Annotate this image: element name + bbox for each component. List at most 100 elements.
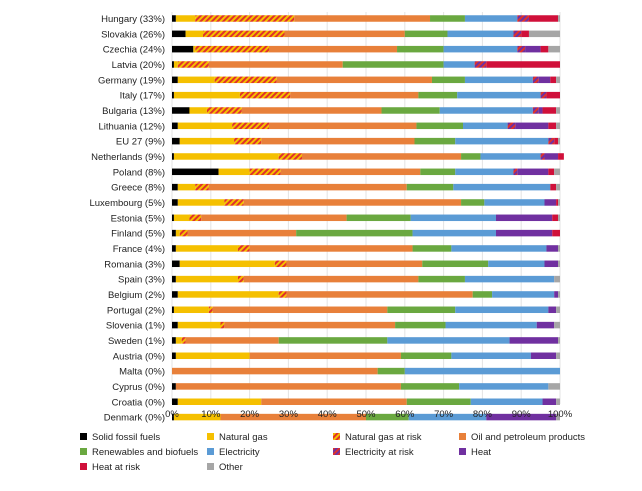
bar-oil-and-petroleum-products (294, 15, 431, 22)
bar-other (558, 137, 560, 145)
bar-natural-gas-at-risk (234, 137, 262, 145)
bar-natural-gas (179, 137, 235, 145)
bar-oil-and-petroleum-products (301, 153, 462, 160)
bar-oil-and-petroleum-products (261, 137, 415, 145)
bar-natural-gas-at-risk (237, 275, 244, 283)
bar-heat (536, 321, 555, 329)
bar-renewables-and-biofuels (420, 168, 456, 176)
bar-solid-fossil-fuels (172, 91, 174, 99)
bar-solid-fossil-fuels (172, 260, 180, 268)
bar-electricity-at-risk (540, 153, 545, 160)
bar-oil-and-petroleum-products (201, 214, 347, 222)
bar-electricity-at-risk (517, 45, 526, 53)
bar-natural-gas-at-risk (195, 45, 269, 53)
bar-heat-at-risk (546, 91, 560, 99)
bar-natural-gas (177, 76, 215, 84)
category-label: Netherlands (9%) (91, 152, 165, 163)
category-label: Belgium (2%) (108, 290, 165, 301)
legend-label: Solid fossil fuels (92, 432, 160, 443)
bar-natural-gas (185, 30, 204, 38)
legend-label: Electricity at risk (345, 447, 414, 458)
bar-other (558, 245, 560, 252)
gridlines (171, 12, 561, 404)
bars (172, 15, 564, 421)
bar-other (558, 337, 560, 344)
category-label: Malta (0%) (119, 367, 165, 378)
bar-oil-and-petroleum-products (286, 291, 473, 298)
bar-oil-and-petroleum-products (261, 398, 407, 405)
bar-other (554, 321, 560, 329)
legend-label: Heat at risk (92, 462, 140, 473)
bar-electricity (412, 229, 496, 237)
category-label: Sweden (1%) (108, 336, 165, 347)
bar-solid-fossil-fuels (172, 122, 178, 130)
category-label: Latvia (20%) (112, 60, 165, 71)
bar-renewables-and-biofuels (406, 183, 454, 191)
bar-heat (495, 229, 553, 237)
bar-solid-fossil-fuels (172, 153, 174, 160)
legend-label: Electricity (219, 447, 260, 458)
bar-renewables-and-biofuels (395, 321, 446, 329)
bar-renewables-and-biofuels (461, 199, 485, 206)
bar-electricity-at-risk (507, 122, 516, 130)
bar-solid-fossil-fuels (172, 30, 186, 38)
legend-label: Natural gas (219, 432, 268, 443)
bar-heat-at-risk (550, 183, 557, 191)
category-label: Slovakia (26%) (101, 29, 165, 40)
legend-swatch-electricity (207, 448, 214, 455)
bar-electricity (447, 30, 514, 38)
bar-natural-gas (177, 183, 196, 191)
bar-natural-gas-at-risk (249, 168, 281, 176)
bar-natural-gas-at-risk (232, 122, 269, 130)
bar-electricity-at-risk (532, 107, 539, 114)
bar-electricity (443, 61, 475, 68)
bar-natural-gas-at-risk (239, 91, 291, 99)
legend-swatch-oil-and-petroleum-products (459, 433, 466, 440)
x-tick-label: 60% (395, 409, 415, 420)
bar-heat-at-risk (548, 168, 555, 176)
bar-oil-and-petroleum-products (185, 337, 279, 344)
bar-solid-fossil-fuels (172, 352, 176, 360)
bar-heat (542, 398, 557, 405)
bar-oil-and-petroleum-products (208, 183, 407, 191)
category-label: Bulgaria (13%) (102, 106, 165, 117)
bar-electricity (484, 199, 545, 206)
bar-renewables-and-biofuels (342, 61, 444, 68)
bar-electricity-at-risk (548, 137, 555, 145)
category-label: Portugal (2%) (107, 305, 165, 316)
bar-electricity (451, 245, 547, 252)
bar-heat-at-risk (540, 45, 549, 53)
bar-electricity (387, 337, 510, 344)
bar-oil-and-petroleum-products (220, 413, 366, 421)
bar-heat (538, 107, 543, 114)
bar-electricity-at-risk (517, 15, 529, 22)
bar-oil-and-petroleum-products (269, 45, 398, 53)
bar-oil-and-petroleum-products (269, 122, 417, 130)
category-label: Finland (5%) (111, 229, 165, 240)
category-label: Poland (8%) (113, 167, 165, 178)
bar-natural-gas (175, 352, 250, 360)
x-tick-label: 50% (356, 409, 376, 420)
bar-electricity-at-risk (513, 30, 522, 38)
bar-natural-gas (179, 260, 275, 268)
legend-label: Oil and petroleum products (471, 432, 585, 443)
category-label: Greece (8%) (111, 183, 165, 194)
bar-heat (517, 168, 549, 176)
bar-renewables-and-biofuels (412, 245, 452, 252)
bar-natural-gas-at-risk (203, 30, 285, 38)
bar-other (548, 383, 560, 390)
bar-electricity-at-risk (513, 168, 518, 176)
bar-renewables-and-biofuels (430, 15, 465, 22)
bar-other (554, 168, 560, 176)
bar-natural-gas (175, 275, 238, 283)
bar-solid-fossil-fuels (172, 306, 174, 314)
x-tick-label: 20% (240, 409, 260, 420)
category-label: EU 27 (9%) (116, 137, 165, 148)
bar-renewables-and-biofuels (346, 214, 411, 222)
bar-oil-and-petroleum-products (286, 260, 423, 268)
bar-electricity (463, 122, 508, 130)
bar-natural-gas (193, 45, 196, 53)
bar-solid-fossil-fuels (172, 383, 176, 390)
bar-oil-and-petroleum-products (290, 91, 419, 99)
category-label: Denmark (0%) (104, 413, 165, 424)
